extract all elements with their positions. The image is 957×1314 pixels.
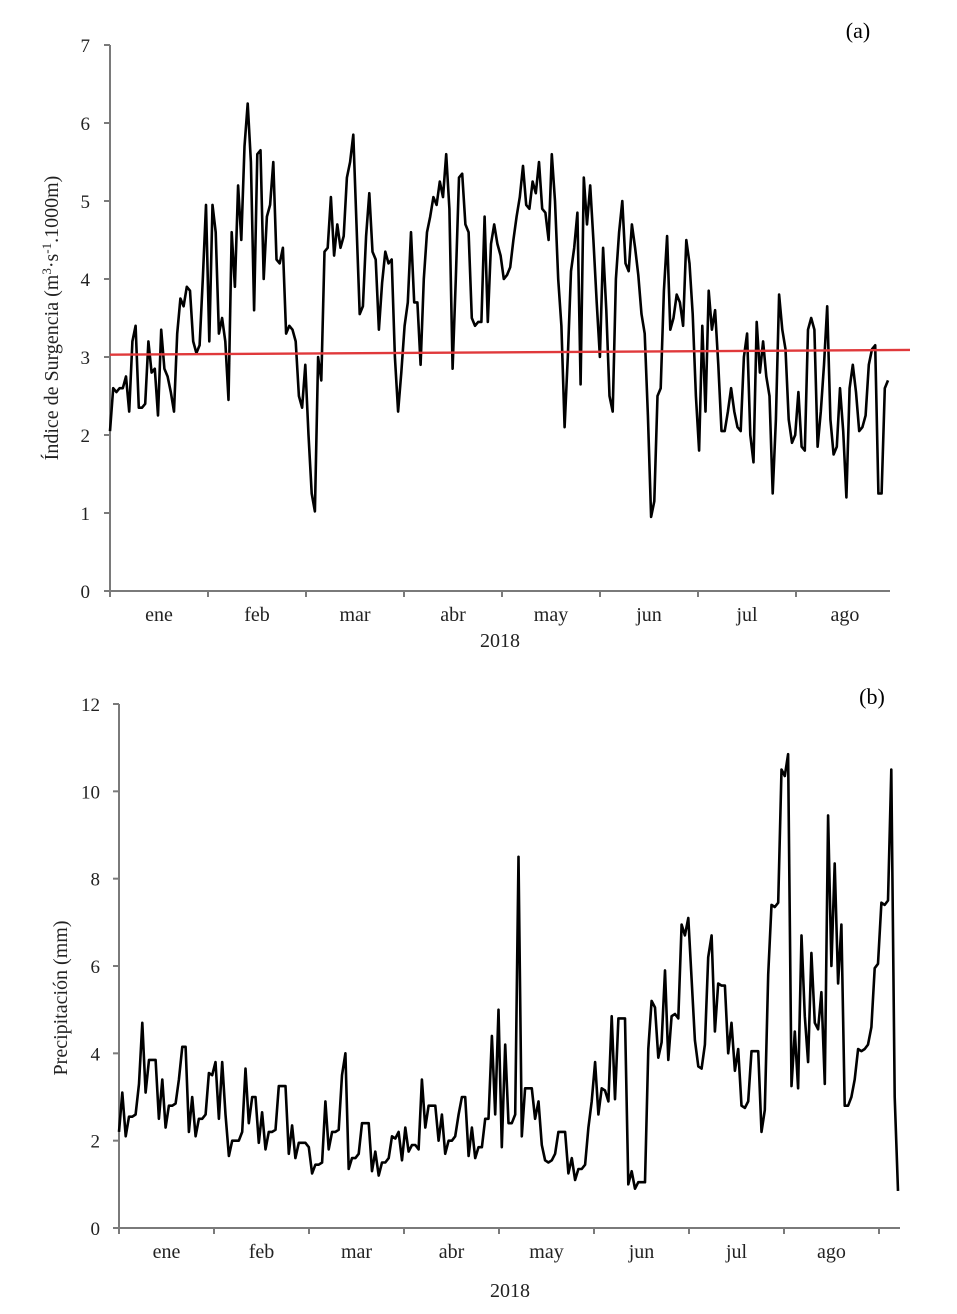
- chart-precipitation: (b) Precipitación (mm) 0 2 4 6 8 10 12 ene feb m…: [50, 684, 900, 1302]
- axes: [104, 45, 890, 592]
- x-tick-label: abr: [439, 1241, 465, 1263]
- y-tick-label: 10: [81, 782, 100, 803]
- y-tick-label: 6: [91, 957, 101, 978]
- x-tick-label: ago: [817, 1241, 846, 1263]
- x-tick-label: may: [529, 1241, 563, 1263]
- x-tick-label: ago: [831, 604, 860, 626]
- y-axis-title-sup: 3: [39, 268, 54, 275]
- x-ticks: ene feb mar abr may jun jul ago: [118, 1228, 880, 1263]
- chart-upwelling-index: (a) Índice de Surgencia (m3·s-1.1000m) 0…: [39, 18, 911, 652]
- y-axis-title-part: ·s: [41, 254, 63, 269]
- y-tick-label: 2: [91, 1132, 101, 1153]
- x-tick-label: feb: [244, 604, 270, 626]
- y-tick-label: 0: [91, 1219, 101, 1240]
- x-tick-label: jun: [635, 604, 662, 626]
- y-tick-label: 12: [81, 695, 100, 716]
- x-axis-title: 2018: [480, 630, 520, 652]
- reference-line-threshold: [109, 348, 911, 356]
- y-axis-title-part: .1000m): [41, 176, 63, 243]
- y-ticks: 0 1 2 3 4 5 6 7: [81, 36, 110, 603]
- y-axis-title-sup: -1: [39, 243, 54, 254]
- y-tick-label: 1: [81, 504, 91, 525]
- x-tick-label: jun: [628, 1241, 655, 1263]
- y-axis-title-part: Índice de Surgencia (m: [40, 274, 63, 460]
- panel-label-b: (b): [859, 684, 885, 709]
- y-tick-label: 7: [81, 36, 91, 57]
- y-tick-label: 5: [81, 192, 91, 213]
- series-line-upwelling: [108, 102, 890, 519]
- x-tick-label: ene: [145, 604, 173, 626]
- x-tick-label: ene: [153, 1241, 181, 1263]
- x-tick-label: jul: [725, 1241, 748, 1263]
- y-axis-title: Precipitación (mm): [50, 921, 72, 1076]
- y-tick-label: 2: [81, 426, 91, 447]
- y-tick-label: 4: [91, 1044, 101, 1065]
- y-tick-label: 3: [81, 348, 91, 369]
- y-tick-label: 6: [81, 114, 91, 135]
- panel-label-a: (a): [846, 18, 870, 43]
- x-tick-label: may: [534, 604, 568, 626]
- x-tick-label: mar: [341, 1241, 372, 1263]
- y-tick-label: 8: [91, 870, 101, 891]
- y-tick-label: 0: [81, 582, 91, 603]
- x-tick-label: abr: [440, 604, 466, 626]
- x-ticks: ene feb mar abr may jun jul ago: [109, 591, 860, 626]
- y-ticks: 0 2 4 6 8 10 12: [81, 695, 119, 1240]
- y-tick-label: 4: [81, 270, 91, 291]
- x-tick-label: mar: [339, 604, 370, 626]
- x-tick-label: feb: [249, 1241, 275, 1263]
- y-axis-title: Índice de Surgencia (m3·s-1.1000m): [39, 176, 63, 461]
- x-axis-title: 2018: [490, 1280, 530, 1302]
- series-line-precipitation: [117, 752, 900, 1191]
- x-tick-label: jul: [735, 604, 758, 626]
